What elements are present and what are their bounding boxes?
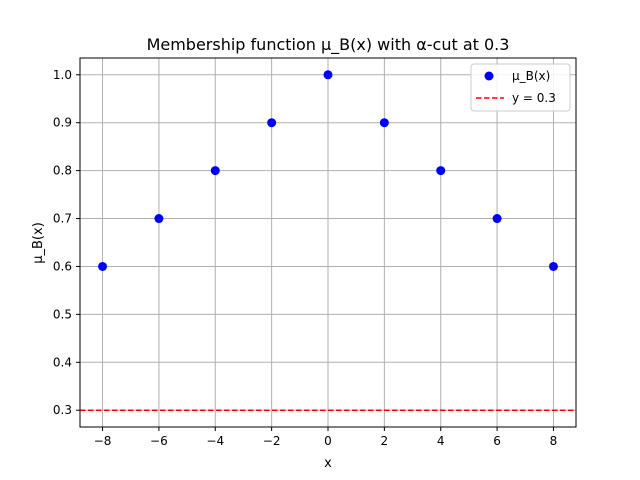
- scatter-point: [210, 166, 220, 176]
- scatter-point: [154, 214, 164, 224]
- x-tick-label: 6: [493, 434, 501, 448]
- y-tick-label: 0.7: [53, 212, 72, 226]
- x-tick-label: 8: [550, 434, 558, 448]
- legend: μ_B(x) y = 0.3: [470, 63, 571, 112]
- y-tick-label: 1.0: [53, 68, 72, 82]
- y-tick-label: 0.5: [53, 307, 72, 321]
- y-tick-label: 0.9: [53, 116, 72, 130]
- y-tick-label: 0.6: [53, 259, 72, 273]
- legend-box: [470, 63, 571, 112]
- x-tick-label: 4: [437, 434, 445, 448]
- chart-title: Membership function μ_B(x) with α-cut at…: [147, 35, 510, 55]
- y-tick-label: 0.3: [53, 403, 72, 417]
- x-tick-label: 2: [381, 434, 389, 448]
- legend-scatter-marker: [484, 71, 494, 81]
- y-axis-label: μ_B(x): [31, 222, 46, 264]
- x-axis-label: x: [324, 456, 332, 471]
- scatter-point: [267, 118, 277, 128]
- y-tick-label: 0.8: [53, 164, 72, 178]
- x-tick-label: −6: [150, 434, 168, 448]
- scatter-point: [323, 70, 333, 80]
- x-tick-label: −2: [263, 434, 281, 448]
- legend-label-scatter: μ_B(x): [512, 69, 550, 83]
- legend-label-hline: y = 0.3: [512, 91, 556, 105]
- x-tick-label: −8: [94, 434, 112, 448]
- scatter-point: [98, 261, 108, 271]
- y-tick-label: 0.4: [53, 355, 72, 369]
- x-tick-label: 0: [324, 434, 332, 448]
- scatter-point: [492, 214, 502, 224]
- scatter-point: [436, 166, 446, 176]
- scatter-point: [379, 118, 389, 128]
- x-tick-label: −4: [206, 434, 224, 448]
- plot-area-data: [80, 70, 576, 411]
- scatter-point: [548, 261, 558, 271]
- axis-ticks: −8 −6 −4 −2 0 2 4 6 8 0.3 0.4 0.5 0.6 0.7 0.8 0.9 1.0: [53, 68, 557, 448]
